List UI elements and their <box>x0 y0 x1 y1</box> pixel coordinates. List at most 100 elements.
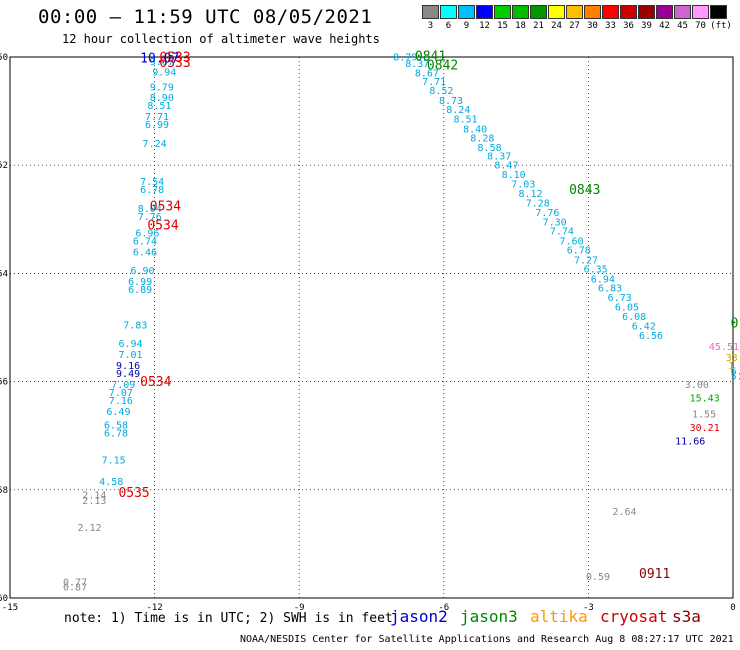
wave-height-label: 9.67 <box>150 57 174 68</box>
wave-height-label: 7.27 <box>574 255 598 266</box>
time-label: 0841 <box>415 49 446 64</box>
wave-height-label: 6.78 <box>104 428 128 439</box>
wave-height-label: 8.37 <box>487 152 511 163</box>
legend-label: 24 <box>551 21 562 31</box>
wave-height-label: 7.07 <box>109 388 133 399</box>
footer-credit: NOAA/NESDIS Center for Satellite Applica… <box>240 634 734 645</box>
wave-height-label: 8.24 <box>446 105 470 116</box>
wave-height-label: 2.14 <box>82 491 106 502</box>
legend-swatch <box>422 5 439 19</box>
x-tick-label: -3 <box>583 603 594 613</box>
wave-height-label: 8.67 <box>415 69 439 80</box>
wave-height-label: 7.28 <box>526 199 550 210</box>
wave-height-label: 30.21 <box>690 423 720 434</box>
wave-height-label: 2.12 <box>77 523 101 534</box>
wave-height-label: 8.10 <box>502 170 526 181</box>
color-legend: 3 6 9 12 15 18 21 24 27 30 33 36 39 42 45 70 (ft) <box>422 5 732 31</box>
wave-height-label: 2.64 <box>613 507 637 518</box>
footer-note: note: 1) Time is in UTC; 2) SWH is in fe… <box>64 611 393 626</box>
wave-height-label: 8.90 <box>150 93 174 104</box>
legend-label: 70 <box>695 21 706 31</box>
legend-label: 15 <box>497 21 508 31</box>
x-tick-label: -6 <box>438 603 449 613</box>
wave-height-label: 7.71 <box>145 112 169 123</box>
time-label: 0533 <box>159 56 190 71</box>
wave-height-label: 5.5 <box>731 372 740 383</box>
legend-label: 18 <box>515 21 526 31</box>
wave-height-label: 11.66 <box>675 437 705 448</box>
wave-height-label: 1 <box>728 361 734 372</box>
wave-height-label: 6.58 <box>104 420 128 431</box>
wave-height-label: 6.4 <box>731 366 740 377</box>
wave-height-label: 9.16 <box>116 361 140 372</box>
satellite-label-jason2: jason2 <box>390 607 448 626</box>
wave-height-label: 6.56 <box>639 331 663 342</box>
wave-height-label: 9.94 <box>152 68 176 79</box>
wave-height-label: 6.08 <box>622 312 646 323</box>
legend-swatch <box>656 5 673 19</box>
wave-height-label: 4.58 <box>99 477 123 488</box>
wave-height-label: 0.87 <box>63 583 87 594</box>
wave-height-label: 6.94 <box>591 274 615 285</box>
wave-height-label: 8.37 <box>405 59 429 70</box>
wave-height-label: 7.60 <box>559 236 583 247</box>
wave-height-label: 8.40 <box>463 124 487 135</box>
plot-frame <box>9 56 734 599</box>
wave-height-label: 7.03 <box>511 180 535 191</box>
wave-height-label: 6.73 <box>608 293 632 304</box>
legend-label: 6 <box>445 21 452 31</box>
wave-height-label: 8.47 <box>494 161 518 172</box>
legend-swatch <box>494 5 511 19</box>
wave-height-label: 7.16 <box>109 396 133 407</box>
legend-swatch <box>620 5 637 19</box>
legend-swatch <box>530 5 547 19</box>
legend-label: 3 <box>427 21 434 31</box>
wave-height-label: 8.51 <box>453 115 477 126</box>
time-label: 0 <box>731 317 739 332</box>
wave-height-label: 6.49 <box>106 407 130 418</box>
legend-swatch <box>566 5 583 19</box>
legend-swatch <box>584 5 601 19</box>
time-label: 0535 <box>118 486 149 501</box>
wave-height-label: 2.13 <box>82 496 106 507</box>
legend-swatch <box>638 5 655 19</box>
legend-swatch <box>602 5 619 19</box>
wave-height-label: 8.04 <box>138 204 162 215</box>
wave-height-label: 7.24 <box>143 139 167 150</box>
legend-label: 33 <box>605 21 616 31</box>
legend-swatch <box>710 5 727 19</box>
wave-height-label: 6.89 <box>128 285 152 296</box>
wave-height-label: 7.83 <box>123 320 147 331</box>
wave-height-label: 8.73 <box>439 96 463 107</box>
y-tick-label: -50 <box>0 53 8 63</box>
wave-height-label: 8.79 <box>393 53 417 64</box>
x-tick-label: 0 <box>730 603 735 613</box>
y-tick-label: -60 <box>0 594 8 604</box>
wave-height-label: 9.79 <box>150 82 174 93</box>
wave-height-label: 6.74 <box>133 236 157 247</box>
legend-label: 21 <box>533 21 544 31</box>
wave-height-label: 8.28 <box>470 134 494 145</box>
legend-swatch <box>440 5 457 19</box>
time-label: 0534 <box>147 218 178 233</box>
satellite-label-altika: altika <box>530 607 588 626</box>
wave-height-label: 7.09 <box>111 380 135 391</box>
wave-height-label: 6.90 <box>131 266 155 277</box>
legend-label: 42 <box>659 21 670 31</box>
wave-height-label: 6.78 <box>567 246 591 257</box>
wave-height-label: 3.00 <box>685 380 709 391</box>
wave-height-label: 8.51 <box>147 101 171 112</box>
wave-height-label: 0.59 <box>586 572 610 583</box>
chart-subtitle: 12 hour collection of altimeter wave hei… <box>62 32 380 46</box>
y-tick-label: -54 <box>0 269 8 279</box>
legend-swatch <box>692 5 709 19</box>
wave-height-label: 7.76 <box>535 208 559 219</box>
legend-swatch <box>548 5 565 19</box>
legend-label: 12 <box>479 21 490 31</box>
time-label: 10.07 <box>140 52 179 67</box>
wave-height-label: 33 <box>726 353 738 364</box>
wave-height-label: 45.51 <box>709 342 739 353</box>
wave-height-label: 7.15 <box>102 456 126 467</box>
